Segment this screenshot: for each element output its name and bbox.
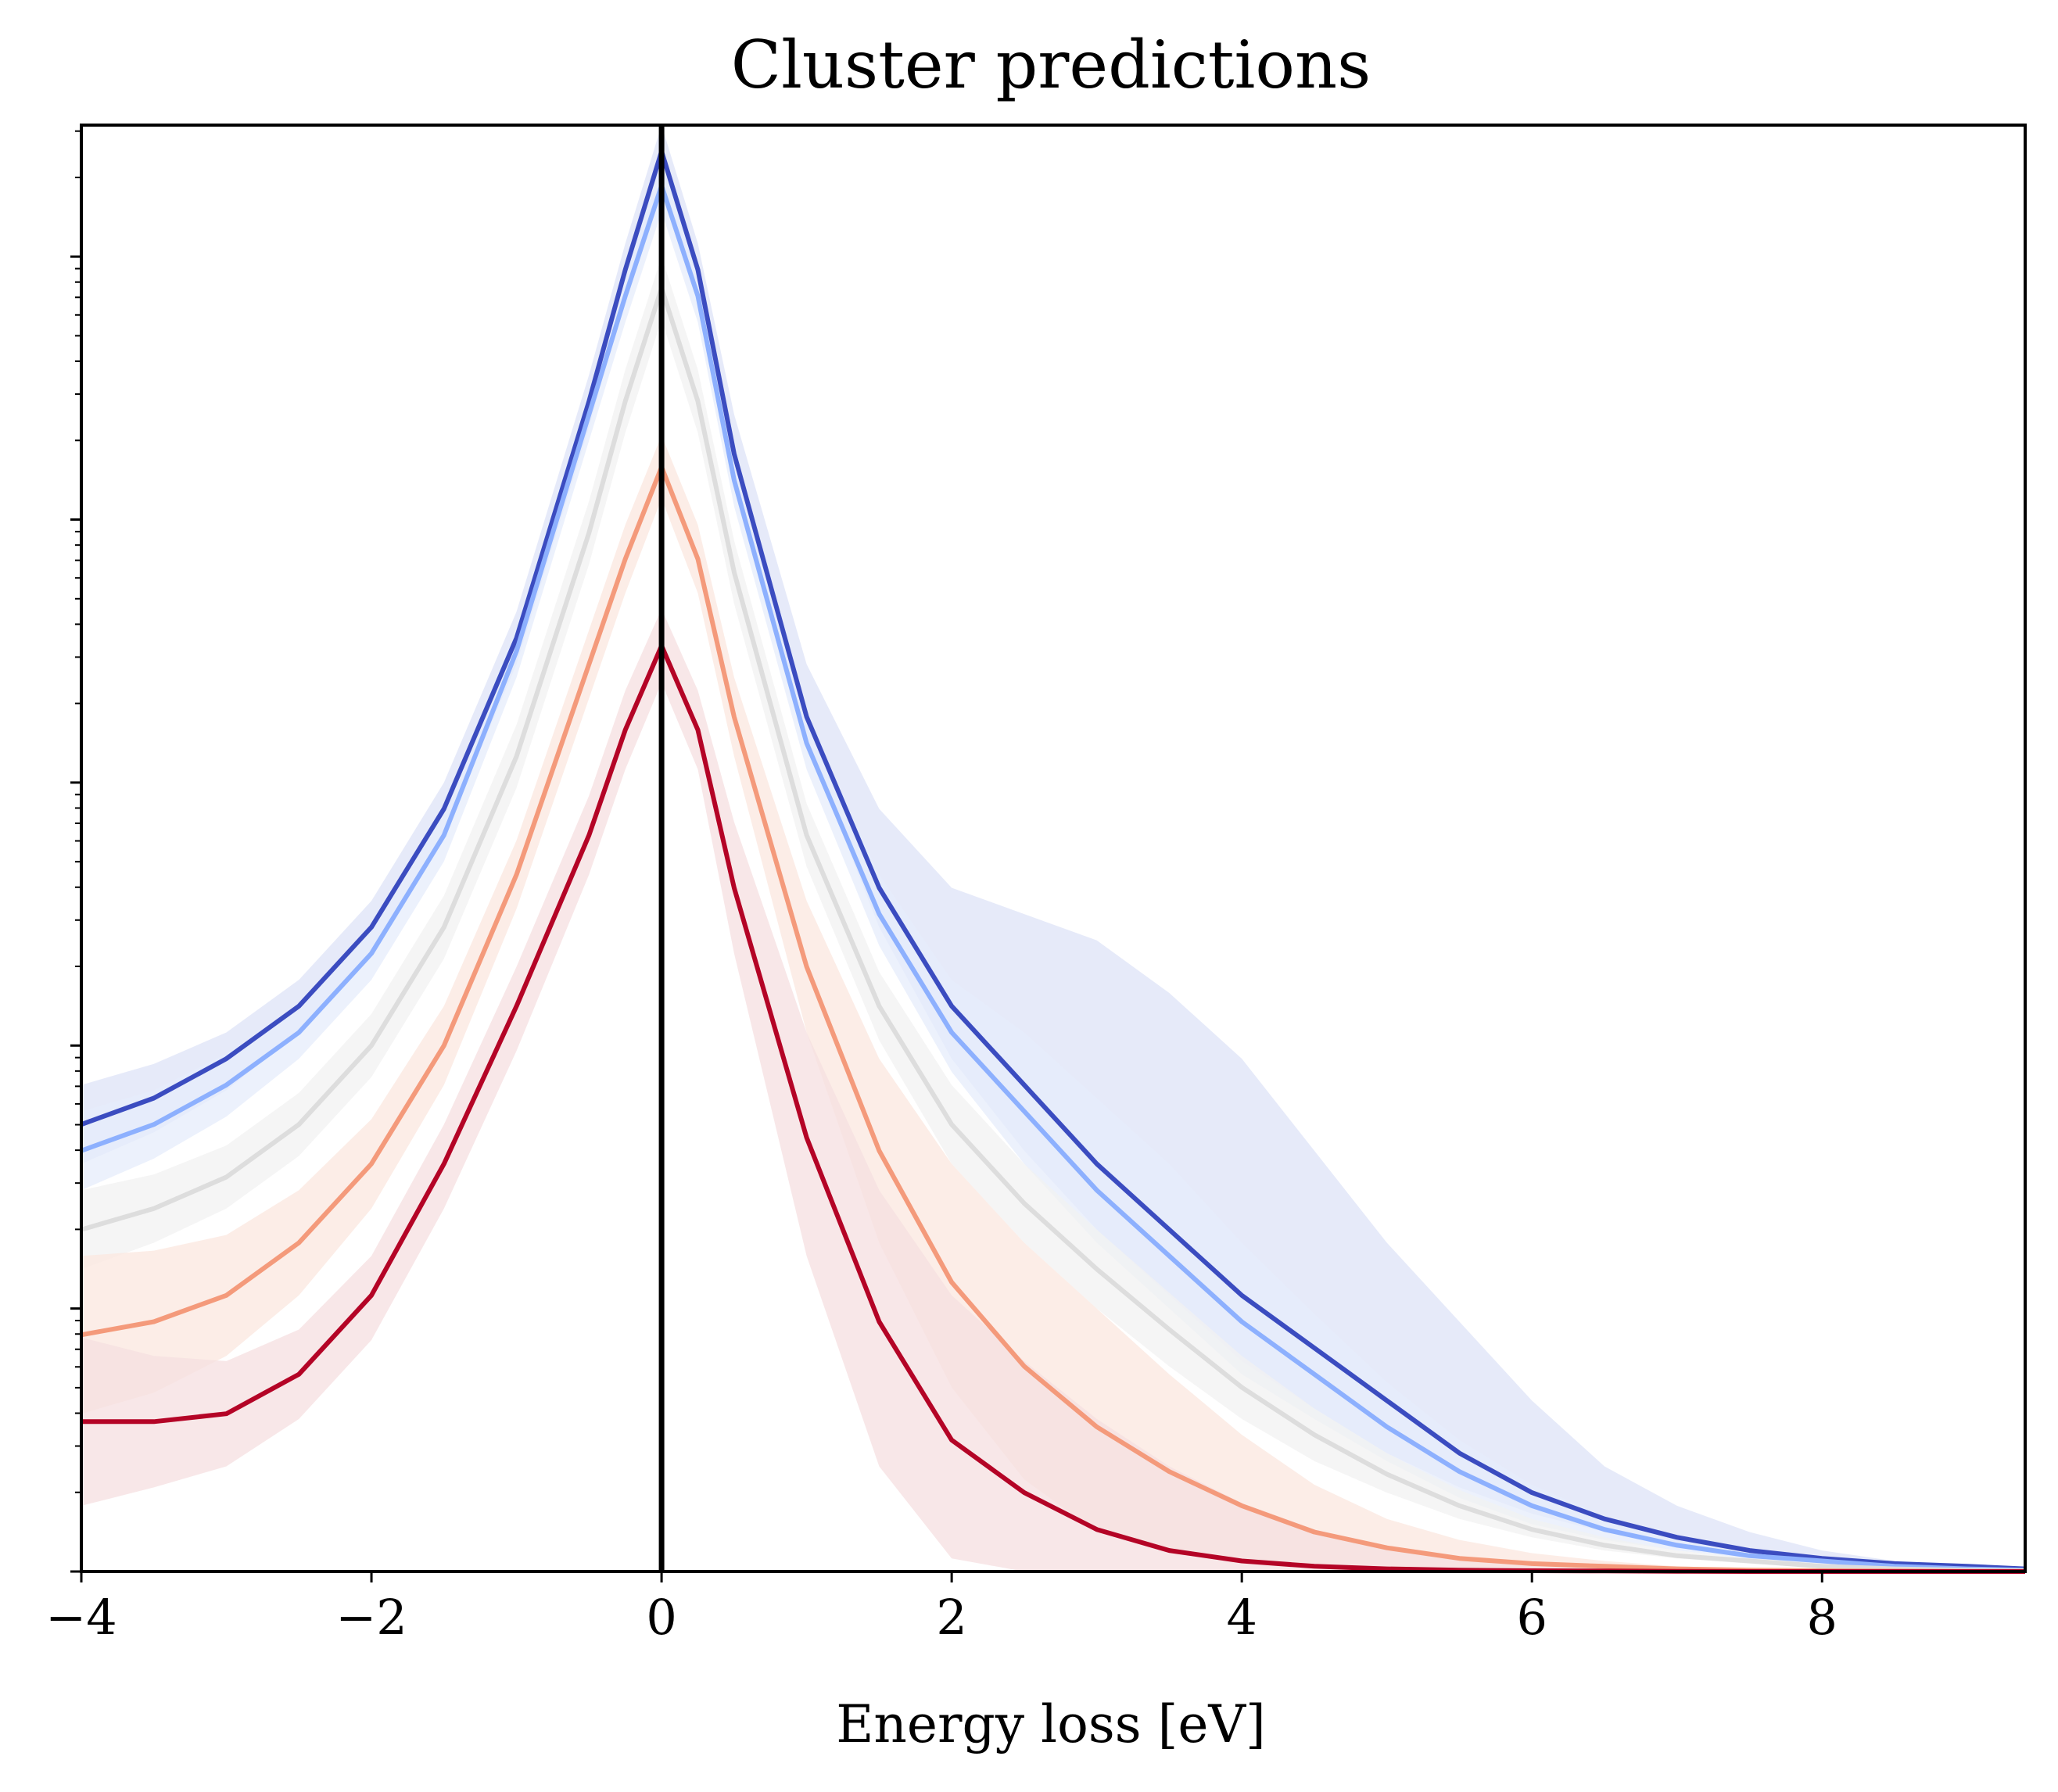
series-2-line: [80, 183, 2026, 1573]
x-axis-ticks: −4 −2 0 2 4 6 8: [45, 1572, 1838, 1646]
chart-title: Cluster predictions: [731, 27, 1371, 103]
x-axis-label: Energy loss [eV]: [836, 1694, 1266, 1754]
series-3-line: [81, 285, 2026, 1573]
series-1-line: [80, 149, 2026, 1572]
confidence-bands: [81, 125, 2025, 1572]
x-tick-label: 8: [1807, 1589, 1838, 1646]
series-3-band: [81, 256, 2025, 1572]
series-4-band: [81, 435, 2025, 1572]
plot-frame: [80, 124, 2027, 1573]
x-tick-label: 0: [646, 1589, 676, 1646]
x-tick-label: 6: [1516, 1589, 1547, 1646]
x-tick-label: −2: [335, 1589, 407, 1646]
x-tick-label: −4: [45, 1589, 117, 1646]
y-axis-ticks: [70, 130, 81, 1573]
x-tick-label: 2: [936, 1589, 966, 1646]
x-tick-label: 4: [1226, 1589, 1257, 1646]
series-5-band: [81, 608, 2025, 1572]
